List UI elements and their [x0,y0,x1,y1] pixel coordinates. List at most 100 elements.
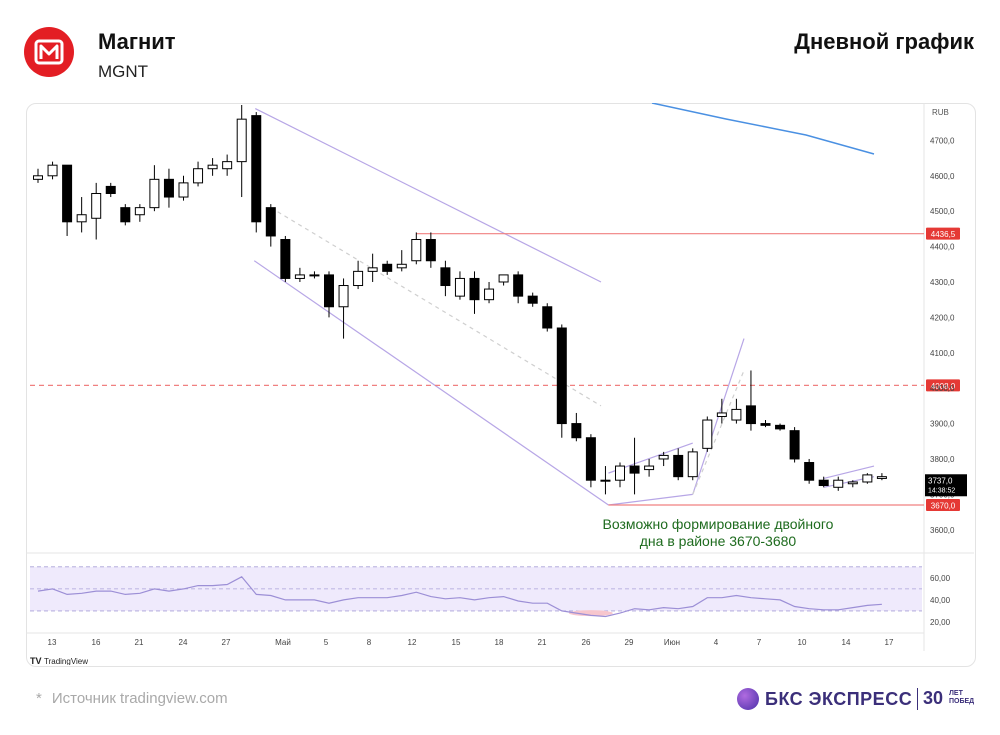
candle-body [440,267,451,287]
annotation-line-1: Возможно формирование двойного [603,516,834,532]
candle-body [644,465,655,471]
candle [818,476,829,488]
candle-body [600,479,611,482]
candle-body [760,423,771,426]
candle-body [396,263,407,269]
chart-period-title: Дневной график [794,29,974,54]
candle [324,271,334,318]
rsi-tick-label: 40,00 [930,596,951,605]
candle [440,260,451,297]
bks-years-caption: ЛЕТ ПОБЕД [949,690,974,706]
time-tick-label: 14 [842,638,851,647]
candle-body [498,274,509,283]
price-tick-label: 4600,0 [930,172,955,181]
candle-body [47,164,58,177]
time-axis: 13 16 21 24 27 Май 5 8 12 15 18 21 26 29 Июн 4 7 10 14 17 [48,638,894,647]
candle-body [382,263,393,272]
candle-body [804,462,815,481]
rsi-tick-label: 60,00 [930,574,951,583]
candle [804,458,815,484]
candle-body [134,207,145,216]
levels-layer: 4436,5 4008,0 3670,0 [30,227,960,511]
candle-body [309,274,320,277]
candle-body [454,277,465,297]
candle-body [33,175,43,180]
ticker-symbol: MGNT [98,62,149,81]
time-tick-label: 24 [179,638,188,647]
trend-line [608,493,693,506]
candle-body [76,214,87,223]
time-tick-label: 21 [135,638,144,647]
candle [163,168,174,208]
candle-body [847,481,858,485]
bks-logo-icon [737,688,759,710]
price-tick-label: 4400,0 [930,243,955,252]
candle-body [818,479,829,487]
candle [469,271,480,314]
candle-body [484,288,495,301]
source-text: Источник tradingview.com [51,690,228,707]
current-time-label: 14:38:52 [928,487,955,494]
candle-body [716,412,727,417]
candle-body [105,185,116,194]
time-tick-label: 12 [408,638,417,647]
candle [862,473,873,484]
rsi-tick-label: 20,00 [930,618,951,627]
bks-separator [917,688,918,710]
candle-body [571,423,582,439]
candle [294,267,305,282]
source-asterisk: * [36,690,42,707]
candle-body [163,178,174,198]
candle [382,260,393,275]
candle-body [658,454,669,460]
candle [629,437,640,495]
candle-body [280,239,291,279]
candle [425,232,436,268]
time-tick-label: 27 [222,638,231,647]
time-tick-label: 29 [625,638,634,647]
grid-layer [26,103,974,651]
candle [411,232,422,265]
candle [658,451,669,467]
candle-body [222,161,233,170]
candle [731,398,742,424]
candle [556,324,567,438]
company-name: Магнит [98,29,176,54]
candle [222,154,233,176]
candle [498,274,509,286]
rsi-panel: 60,00 40,00 20,00 [30,566,951,627]
candle-body [62,164,73,223]
annotation-line-2: дна в районе 3670-3680 [640,533,797,549]
candle-body [527,295,538,304]
candle [513,271,524,304]
candle-body [673,454,684,478]
trend-line [253,260,609,506]
candle [542,303,553,332]
candle-body [425,239,436,262]
candle [527,292,538,307]
candle [454,271,465,300]
candle [338,278,349,339]
candle [91,182,102,240]
current-price-badge [925,474,967,497]
candle-body [367,267,378,272]
rsi-oversold-highlight [568,610,613,617]
candle-body [513,274,524,297]
price-level-label: 3670,0 [931,501,956,510]
trend-line [254,108,602,283]
candle [353,260,364,290]
candle [789,427,800,463]
candle-body [265,207,276,237]
source-note: * Источник tradingview.com [36,690,228,707]
candle [33,168,43,183]
candle-body [91,192,102,219]
time-tick-label: 4 [714,638,719,647]
candles-layer [33,105,887,495]
candle-body [542,306,553,329]
time-tick-label: Май [275,638,291,647]
candle [571,412,582,442]
price-tick-label: 4500,0 [930,207,955,216]
candle [600,466,611,495]
candle [120,204,131,226]
